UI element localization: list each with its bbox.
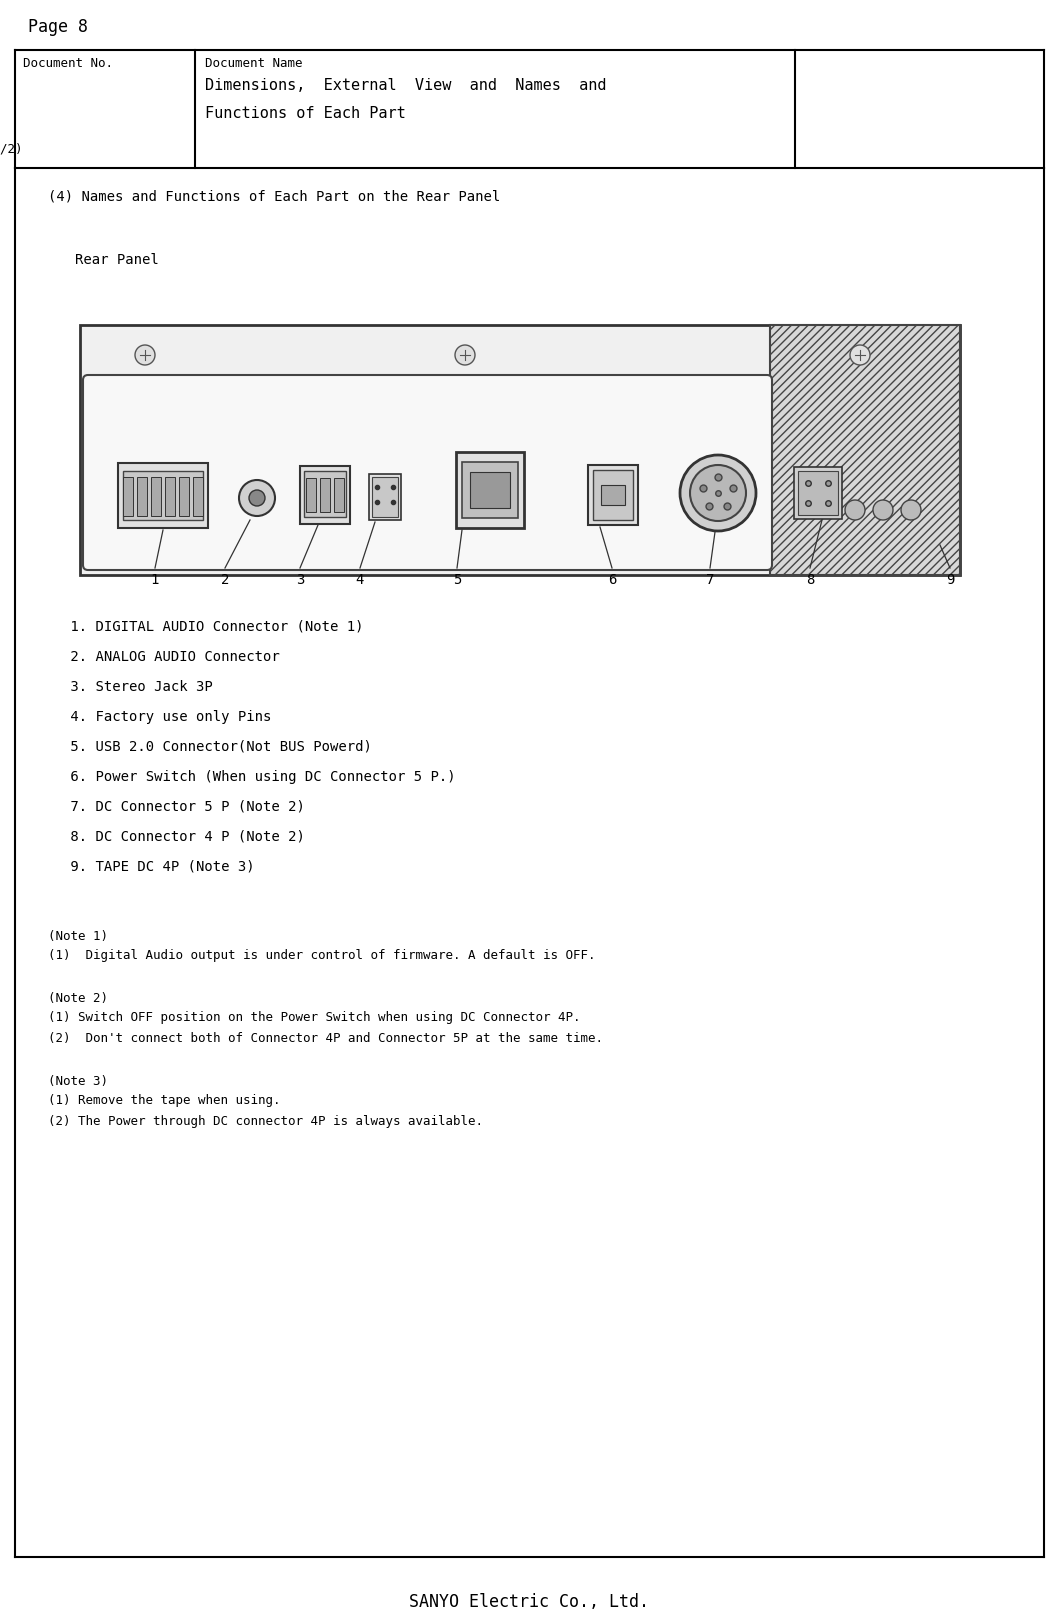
Bar <box>306 478 316 513</box>
Text: 9: 9 <box>946 573 954 587</box>
Bar <box>369 474 401 521</box>
Circle shape <box>239 480 275 516</box>
Text: 8. DC Connector 4 P (Note 2): 8. DC Connector 4 P (Note 2) <box>62 830 305 843</box>
Bar <box>123 477 133 516</box>
Text: (1)  Digital Audio output is under control of firmware. A default is OFF.: (1) Digital Audio output is under contro… <box>48 949 595 962</box>
Text: Document Name: Document Name <box>205 57 303 70</box>
Bar <box>300 466 351 524</box>
Text: 4. Factory use only Pins: 4. Factory use only Pins <box>62 710 271 723</box>
Bar <box>193 477 203 516</box>
Text: (2)  Don't connect both of Connector 4P and Connector 5P at the same time.: (2) Don't connect both of Connector 4P a… <box>48 1032 603 1045</box>
Bar <box>770 324 961 576</box>
Text: 6: 6 <box>608 573 616 587</box>
Bar <box>456 453 524 529</box>
Text: (4) Names and Functions of Each Part on the Rear Panel: (4) Names and Functions of Each Part on … <box>48 190 500 204</box>
Circle shape <box>455 345 475 365</box>
FancyBboxPatch shape <box>83 375 772 569</box>
Bar <box>151 477 161 516</box>
Text: Document No.: Document No. <box>23 57 113 70</box>
Circle shape <box>873 500 893 521</box>
Bar <box>798 470 838 516</box>
Text: 6. Power Switch (When using DC Connector 5 P.): 6. Power Switch (When using DC Connector… <box>62 770 455 783</box>
Circle shape <box>134 345 155 365</box>
Bar <box>304 470 346 517</box>
Text: 7. DC Connector 5 P (Note 2): 7. DC Connector 5 P (Note 2) <box>62 800 305 814</box>
Circle shape <box>249 490 265 506</box>
Text: 1. DIGITAL AUDIO Connector (Note 1): 1. DIGITAL AUDIO Connector (Note 1) <box>62 620 363 634</box>
Text: 2: 2 <box>221 573 229 587</box>
Bar <box>137 477 147 516</box>
Text: 3: 3 <box>295 573 304 587</box>
Text: 3. Stereo Jack 3P: 3. Stereo Jack 3P <box>62 680 213 694</box>
Bar <box>588 466 638 526</box>
Circle shape <box>850 345 870 365</box>
Text: 5: 5 <box>453 573 461 587</box>
Bar <box>794 467 842 519</box>
Text: 7: 7 <box>705 573 714 587</box>
Bar <box>123 470 203 519</box>
Circle shape <box>690 466 746 521</box>
Text: (1) Remove the tape when using.: (1) Remove the tape when using. <box>48 1093 281 1106</box>
Bar <box>593 470 633 521</box>
Text: 9. TAPE DC 4P (Note 3): 9. TAPE DC 4P (Note 3) <box>62 860 254 874</box>
Bar <box>334 478 344 513</box>
Text: 4: 4 <box>356 573 364 587</box>
Text: (Note 2): (Note 2) <box>48 993 108 1006</box>
Text: (Note 3): (Note 3) <box>48 1075 108 1088</box>
Text: 8: 8 <box>806 573 814 587</box>
Bar <box>372 477 398 517</box>
Text: (2) The Power through DC connector 4P is always available.: (2) The Power through DC connector 4P is… <box>48 1114 483 1127</box>
Circle shape <box>845 500 865 521</box>
Text: Page 8: Page 8 <box>28 18 88 36</box>
Bar <box>118 462 208 527</box>
Text: Functions of Each Part: Functions of Each Part <box>205 105 406 122</box>
Bar <box>320 478 330 513</box>
Circle shape <box>901 500 921 521</box>
Text: (Note 1): (Note 1) <box>48 929 108 942</box>
Text: SANYO Electric Co., Ltd.: SANYO Electric Co., Ltd. <box>409 1593 649 1611</box>
Text: 1: 1 <box>150 573 159 587</box>
Text: Rear Panel: Rear Panel <box>75 253 159 268</box>
Text: 2. ANALOG AUDIO Connector: 2. ANALOG AUDIO Connector <box>62 650 280 663</box>
Bar <box>602 485 625 504</box>
Text: (1) Switch OFF position on the Power Switch when using DC Connector 4P.: (1) Switch OFF position on the Power Swi… <box>48 1011 580 1023</box>
Text: (2/2): (2/2) <box>0 143 23 156</box>
Bar <box>80 324 961 576</box>
Bar <box>165 477 175 516</box>
Circle shape <box>680 456 756 530</box>
Bar <box>462 462 518 517</box>
Bar <box>179 477 189 516</box>
Bar <box>470 472 510 508</box>
Text: Dimensions,  External  View  and  Names  and: Dimensions, External View and Names and <box>205 78 607 92</box>
Text: 5. USB 2.0 Connector(Not BUS Powerd): 5. USB 2.0 Connector(Not BUS Powerd) <box>62 740 372 754</box>
